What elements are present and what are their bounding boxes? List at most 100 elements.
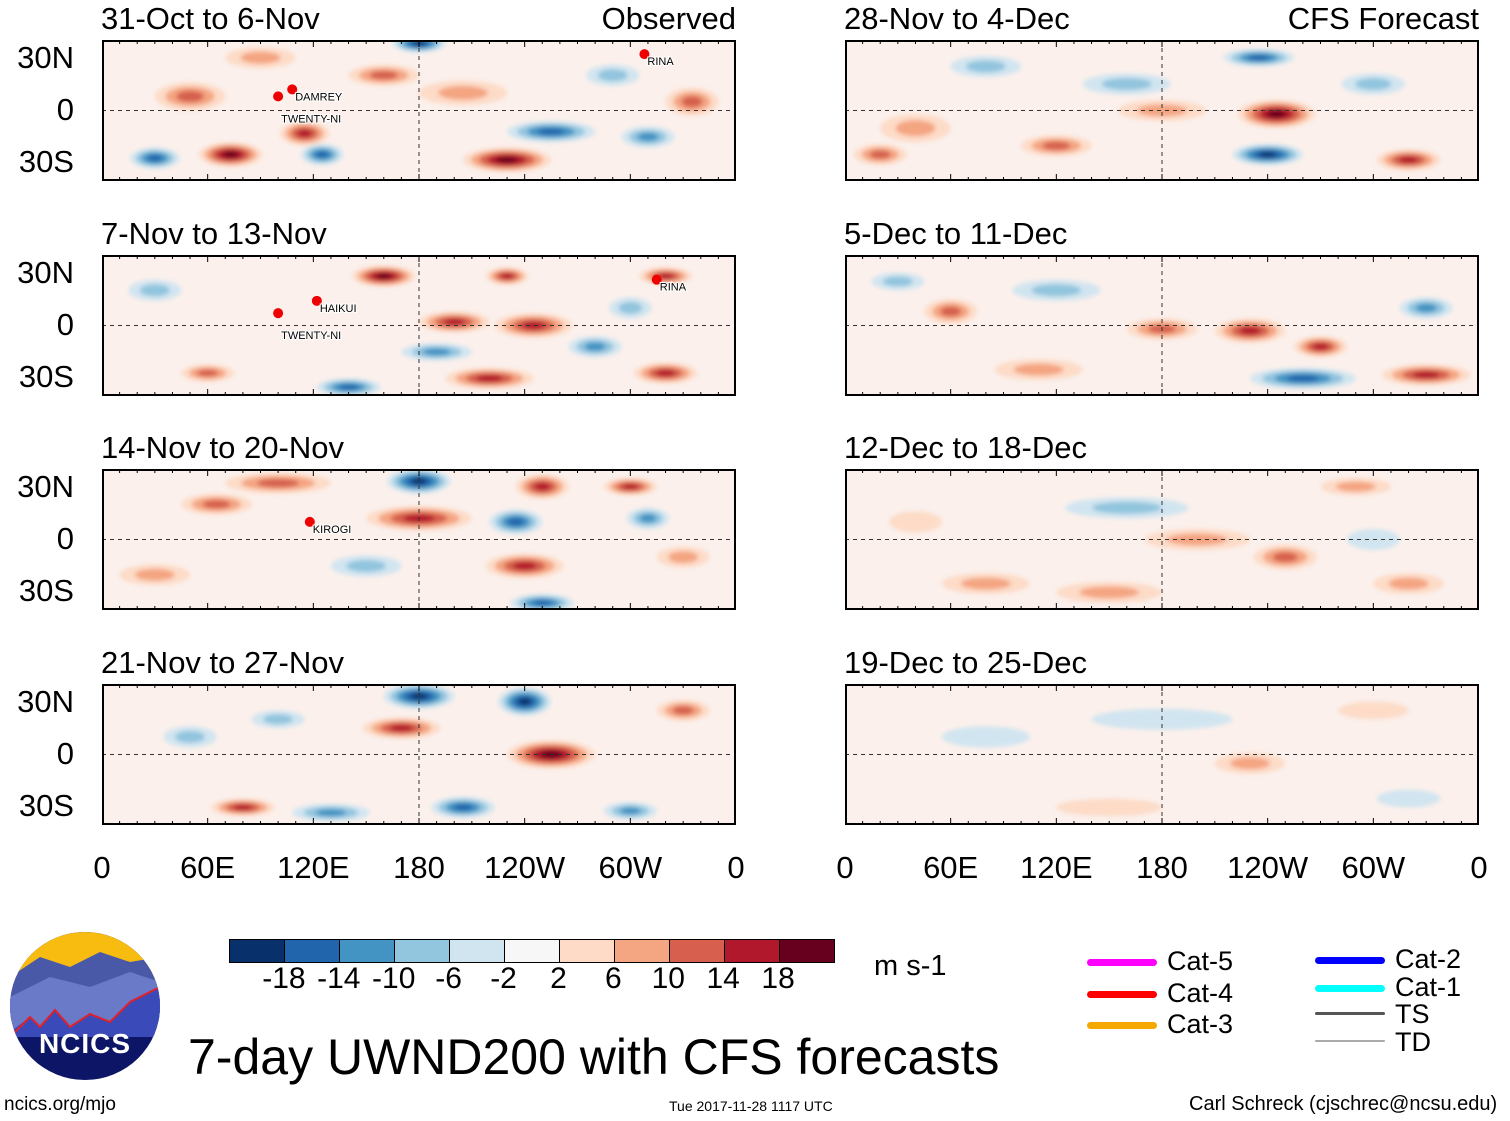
y-tick-label: 30N — [17, 255, 74, 290]
wind-anomaly-contour — [657, 273, 674, 279]
wind-anomaly-contour — [147, 154, 163, 162]
wind-anomaly-contour — [961, 577, 1011, 590]
y-tick-label: 30S — [18, 788, 74, 823]
map-panel — [845, 469, 1479, 610]
wind-anomaly-contour — [1248, 54, 1270, 61]
wind-anomaly-contour — [622, 483, 639, 490]
x-tick-label: 120E — [1020, 850, 1093, 885]
panel-period-title: 12-Dec to 18-Dec — [844, 430, 1087, 465]
x-tick-label: 180 — [1136, 850, 1188, 885]
legend-line-td — [1315, 1039, 1385, 1042]
y-tick-label: 0 — [56, 307, 74, 342]
x-tick-label: 180 — [393, 850, 445, 885]
colorbar-swatch — [395, 940, 450, 962]
y-tick-label: 30S — [18, 144, 74, 179]
legend-line-cat-1 — [1315, 984, 1385, 992]
wind-anomaly-contour — [453, 804, 473, 811]
x-tick-label: 120W — [484, 850, 566, 885]
legend-line-cat-5 — [1087, 959, 1157, 966]
wind-anomaly-contour — [584, 342, 606, 351]
wind-anomaly-contour — [940, 306, 962, 317]
wind-anomaly-contour — [1091, 501, 1162, 514]
x-tick-label: 60E — [180, 850, 236, 885]
wind-anomaly-contour — [1338, 701, 1409, 720]
storm-label: RINA — [647, 56, 674, 68]
wind-anomaly-contour — [639, 514, 657, 523]
wind-anomaly-contour — [389, 724, 414, 732]
wind-anomaly-contour — [410, 693, 428, 700]
storm-icon — [304, 516, 315, 527]
wind-anomaly-contour — [1056, 798, 1162, 817]
wind-anomaly-contour — [197, 369, 219, 377]
colorbar-swatch — [780, 940, 834, 962]
wind-anomaly-contour — [521, 321, 546, 330]
wind-anomaly-contour — [134, 568, 175, 581]
legend-line-cat-2 — [1315, 957, 1385, 964]
y-tick-label: 30N — [17, 469, 74, 504]
wind-anomaly-contour — [869, 150, 891, 159]
y-tick-label: 0 — [56, 92, 74, 127]
x-tick-label: 120E — [277, 850, 350, 885]
wind-anomaly-contour — [1335, 481, 1376, 492]
wind-anomaly-contour — [1042, 141, 1071, 150]
storm-icon — [273, 308, 284, 319]
storm-icon — [651, 274, 662, 285]
ncics-logo: NCICS — [10, 932, 160, 1080]
site-link[interactable]: ncics.org/mjo — [4, 1094, 116, 1115]
colorbar-label: -2 — [490, 962, 517, 995]
wind-anomaly-contour — [1376, 789, 1441, 808]
legend-label: TD — [1395, 1026, 1431, 1057]
panel-period-title: 31-Oct to 6-Nov — [101, 1, 320, 36]
colorbar-swatch — [230, 940, 285, 962]
wind-anomaly-contour — [240, 51, 281, 64]
y-tick-label: 0 — [56, 736, 74, 771]
legend-label: TS — [1395, 999, 1430, 1029]
legend-line-ts — [1315, 1012, 1385, 1015]
wind-anomaly-contour — [263, 714, 294, 725]
y-tick-label: 30N — [17, 684, 74, 719]
wind-anomaly-contour — [597, 69, 628, 82]
colorbar-label: -14 — [317, 962, 361, 995]
map-panel — [845, 40, 1479, 181]
colorbar-label: 6 — [605, 962, 622, 995]
wind-anomaly-contour — [222, 151, 239, 158]
legend-label: Cat-4 — [1167, 977, 1234, 1008]
y-tick-label: 0 — [56, 521, 74, 556]
storm-icon — [273, 91, 284, 102]
wind-anomaly-contour — [681, 96, 703, 108]
storm-icon — [639, 49, 650, 60]
wind-anomaly-contour — [512, 562, 537, 570]
wind-anomaly-contour — [1415, 303, 1437, 313]
colorbar-swatch — [560, 940, 615, 962]
wind-anomaly-contour — [1286, 375, 1319, 382]
colorbar-label: 18 — [761, 962, 795, 995]
colorbar-label: 2 — [550, 962, 567, 995]
x-tick-label: 60W — [598, 850, 663, 885]
wind-anomaly-contour — [1239, 327, 1261, 335]
panel-period-title: 28-Nov to 4-Dec — [844, 1, 1070, 36]
wind-anomaly-contour — [889, 511, 942, 533]
wind-anomaly-contour — [315, 809, 347, 817]
colorbar-swatch — [505, 940, 560, 962]
wind-anomaly-contour — [895, 120, 936, 137]
colorbar-label: 14 — [706, 962, 740, 995]
storm-label: HAIKUI — [320, 303, 357, 315]
x-tick-label: 120W — [1227, 850, 1309, 885]
panel-period-title: 14-Nov to 20-Nov — [101, 430, 344, 465]
wind-anomaly-contour — [411, 478, 427, 485]
map-panel — [102, 684, 736, 825]
wind-anomaly-contour — [1137, 104, 1187, 117]
legend-label: Cat-5 — [1167, 946, 1234, 976]
y-tick-label: 30S — [18, 573, 74, 608]
forecast-header: CFS Forecast — [1287, 1, 1479, 36]
wind-anomaly-contour — [338, 384, 359, 390]
wind-anomaly-contour — [518, 698, 532, 706]
wind-anomaly-contour — [176, 90, 204, 102]
storm-label: TWENTY-NI — [281, 113, 341, 125]
wind-anomaly-contour — [537, 128, 565, 135]
map-panel — [845, 684, 1479, 825]
wind-anomaly-contour — [438, 85, 488, 100]
wind-anomaly-contour — [1079, 586, 1140, 599]
storm-icon — [287, 84, 298, 95]
